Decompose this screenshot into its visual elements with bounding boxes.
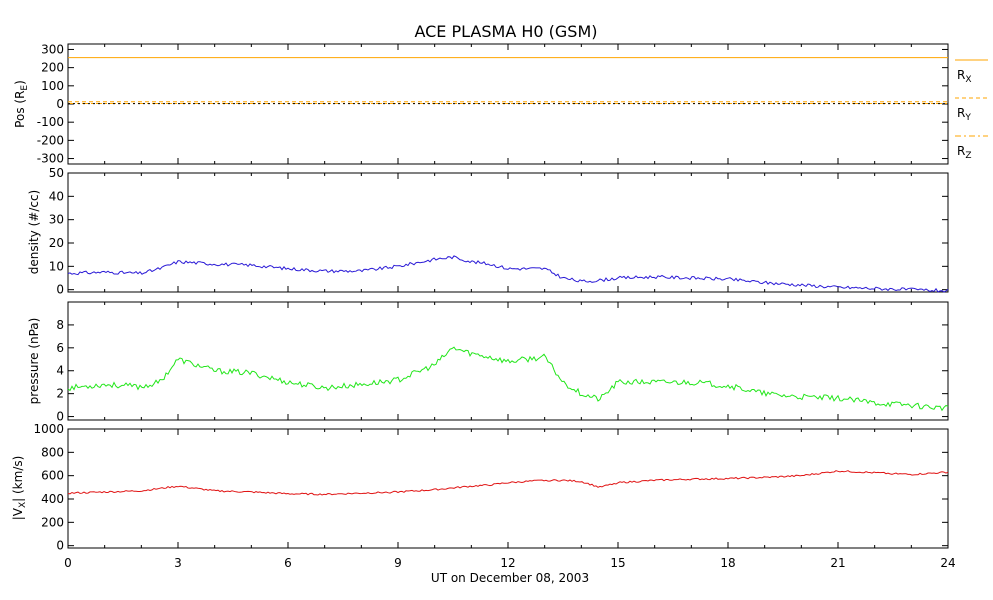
y-tick-label: 1000: [33, 422, 64, 436]
y-tick-label: 0: [56, 539, 64, 553]
x-tick-label: 3: [174, 556, 182, 570]
series-line-density: [67, 255, 949, 293]
legend-label: RY: [957, 106, 971, 123]
position-legend: RX RY RZ: [955, 59, 988, 161]
y-tick-label: 40: [49, 189, 64, 203]
x-axis-tick-labels: 0 3 6 9 12 15 18 21 24: [64, 556, 955, 570]
y-tick-label: 300: [41, 42, 64, 56]
y-tick-label: -100: [37, 115, 64, 129]
x-tick-label: 18: [720, 556, 735, 570]
y-tick-label: 50: [49, 166, 64, 180]
y-axis-label-vx: |VX| (km/s): [11, 456, 28, 521]
y-tick-label: 200: [41, 61, 64, 75]
y-tick-label: 0: [56, 283, 64, 297]
series-line-vx: [67, 470, 949, 496]
y-tick-label: 0: [56, 410, 64, 424]
y-tick-label: 400: [41, 492, 64, 506]
y-tick-label: 800: [41, 445, 64, 459]
y-tick-label: 30: [49, 213, 64, 227]
panel-pressure: 8 6 4 2 0 pressure (nPa): [27, 301, 949, 424]
y-tick-label: 10: [49, 259, 64, 273]
x-tick-label: 12: [500, 556, 515, 570]
panel-density: 50 40 30 20 10 0 density (#/cc): [27, 166, 949, 297]
y-axis-label-pos: Pos (RE): [13, 80, 30, 128]
x-tick-label: 21: [830, 556, 845, 570]
legend-label: RZ: [957, 144, 972, 161]
y-tick-label: 600: [41, 469, 64, 483]
y-tick-label: 2: [56, 387, 64, 401]
y-axis-label-density: density (#/cc): [27, 190, 41, 274]
x-tick-label: 24: [940, 556, 955, 570]
y-tick-label: 4: [56, 364, 64, 378]
y-tick-label: 200: [41, 515, 64, 529]
panel-frame: [67, 301, 949, 421]
y-axis-label-pressure: pressure (nPa): [27, 318, 41, 405]
legend-label: RX: [957, 68, 972, 85]
x-tick-label: 15: [610, 556, 625, 570]
y-tick-label: 0: [56, 97, 64, 111]
y-tick-label: 20: [49, 236, 64, 250]
chart-title: ACE PLASMA H0 (GSM): [414, 22, 597, 41]
y-tick-label: 100: [41, 79, 64, 93]
panel-velocity: 1000 800 600 400 200 0 |VX| (km/s): [11, 422, 949, 553]
y-tick-label: 8: [56, 318, 64, 332]
x-axis-label: UT on December 08, 2003: [431, 571, 589, 585]
panel-position: 300 200 100 0 -100 -200 -300 Pos (RE): [13, 42, 949, 166]
x-tick-label: 9: [394, 556, 402, 570]
y-tick-label: 6: [56, 341, 64, 355]
panel-frame: [67, 172, 949, 293]
y-tick-label: -300: [37, 152, 64, 166]
x-tick-label: 6: [284, 556, 292, 570]
series-line-pressure: [67, 346, 949, 412]
y-tick-label: -200: [37, 133, 64, 147]
x-tick-label: 0: [64, 556, 72, 570]
